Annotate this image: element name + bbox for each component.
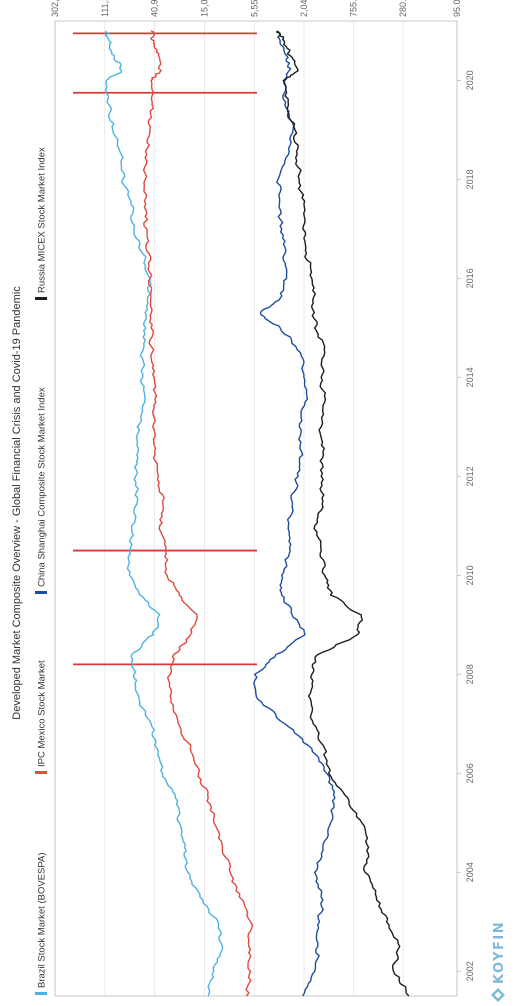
- x-tick-label: 2014: [465, 367, 475, 387]
- x-tick-label: 2004: [465, 862, 475, 882]
- axes: [54, 20, 458, 997]
- legend-swatch: [35, 771, 47, 774]
- x-tick-label: 2016: [465, 268, 475, 288]
- y-tick-label: 280.00: [398, 0, 408, 17]
- x-axis-ticks: 2002 2004 2006 2008 2010 2012 2014 2016 2018 2020: [457, 70, 475, 981]
- series-line-3: [276, 30, 410, 997]
- x-tick-label: 2012: [465, 466, 475, 486]
- legend-swatch: [35, 591, 47, 594]
- y-tick-label: 5,550.00: [249, 0, 259, 17]
- brand-text: KOYFIN: [492, 921, 507, 984]
- legend-label: Russia MICEX Stock Market Index: [37, 147, 48, 293]
- y-tick-label: 302,585.00: [50, 0, 60, 17]
- brand-logo: KOYFIN: [491, 921, 507, 1002]
- series-line-1: [142, 30, 254, 997]
- x-tick-label: 2008: [465, 664, 475, 684]
- legend: Brazil Stock Market (BOVESPA) IPC Mexico …: [35, 147, 48, 995]
- y-tick-label: 95.00: [452, 0, 462, 17]
- series-line-2: [253, 30, 336, 997]
- series-lines: [104, 30, 410, 997]
- x-tick-label: 2002: [465, 961, 475, 981]
- y-tick-label: 111,320.00: [100, 0, 110, 17]
- legend-label: IPC Mexico Stock Market: [37, 660, 48, 767]
- y-tick-label: 15,070.00: [199, 0, 209, 17]
- x-tick-label: 2020: [465, 70, 475, 90]
- y-tick-label: 755.00: [349, 0, 359, 17]
- x-tick-label: 2006: [465, 763, 475, 783]
- legend-swatch: [35, 992, 47, 995]
- x-tick-label: 2010: [465, 565, 475, 585]
- series-line-0: [104, 30, 224, 997]
- plot-frame: [54, 20, 458, 997]
- legend-swatch: [35, 297, 47, 300]
- y-tick-label: 40,955.00: [150, 0, 160, 17]
- y-axis-ticks: 95.00 280.00 755.00 2,045.00 5,550.00 15,070.…: [50, 0, 462, 17]
- koyfin-logo-icon: [491, 988, 505, 1002]
- legend-label: China Shanghai Composite Stock Market In…: [37, 387, 48, 587]
- legend-label: Brazil Stock Market (BOVESPA): [37, 853, 48, 989]
- y-tick-label: 2,045.00: [299, 0, 309, 17]
- chart-title: Developed Market Composite Overview - Gl…: [11, 286, 23, 720]
- x-tick-label: 2018: [465, 169, 475, 189]
